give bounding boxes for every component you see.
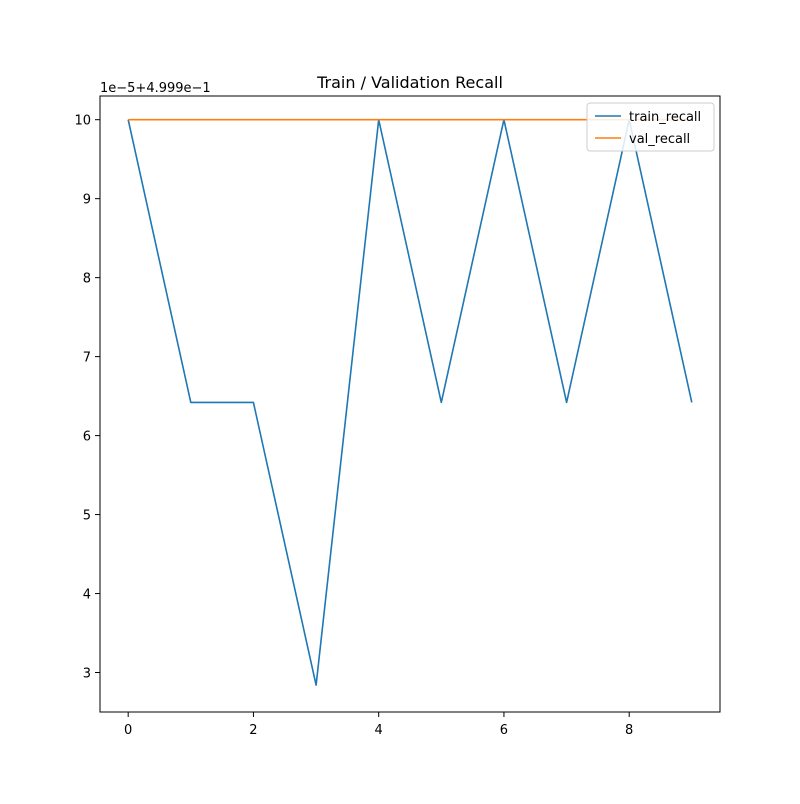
y-tick-label: 4 (83, 588, 91, 603)
y-tick-label: 9 (83, 193, 91, 208)
y-tick-label: 6 (83, 430, 91, 445)
y-tick-label: 7 (83, 351, 91, 366)
legend-label: val_recall (629, 132, 690, 147)
legend: train_recall val_recall (586, 102, 715, 152)
x-tick-label: 2 (249, 723, 257, 738)
y-tick-label: 8 (83, 272, 91, 287)
x-tick-label: 4 (375, 723, 383, 738)
chart-title: Train / Validation Recall (316, 73, 503, 92)
x-tick-label: 0 (124, 723, 132, 738)
y-offset-label: 1e−5+4.999e−1 (100, 81, 211, 96)
legend-label: train_recall (629, 110, 701, 125)
y-tick-label: 5 (83, 509, 91, 524)
plot-frame (99, 95, 721, 713)
x-tick-label: 6 (500, 723, 508, 738)
series-line-train-recall (127, 118, 693, 686)
y-axis: 3 4 5 6 7 8 9 10 (74, 114, 100, 682)
x-axis: 0 2 4 6 8 (124, 712, 633, 738)
y-tick-label: 10 (74, 114, 91, 129)
y-tick-label: 3 (83, 667, 91, 682)
x-tick-label: 8 (625, 723, 633, 738)
legend-box (586, 102, 715, 152)
